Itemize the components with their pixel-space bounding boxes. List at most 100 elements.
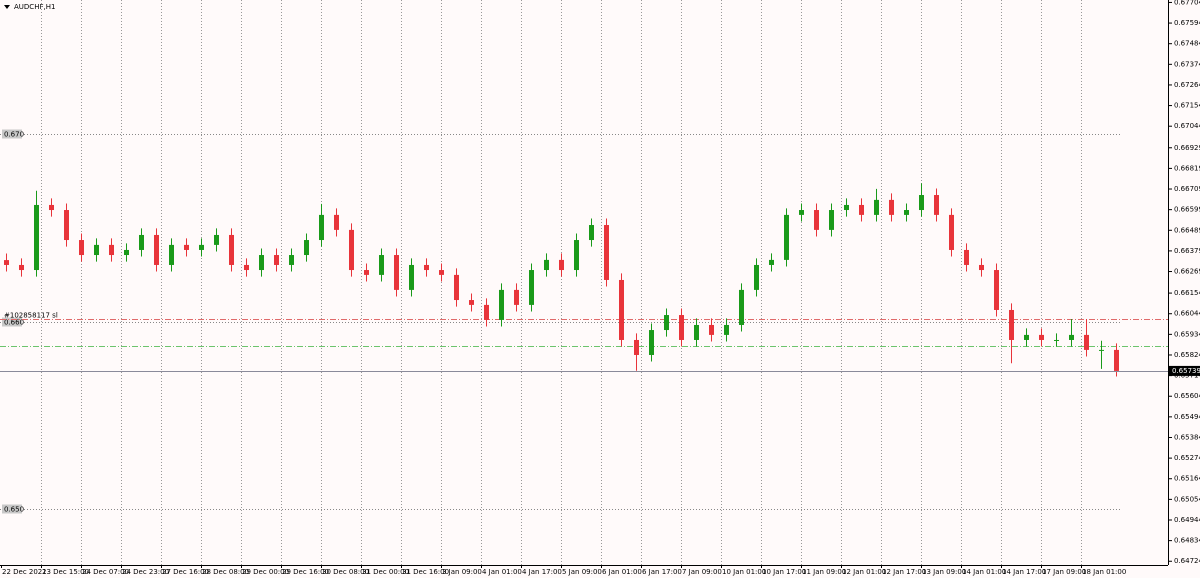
y-tick-label: 0.67044: [1174, 122, 1200, 130]
candle-body: [169, 244, 174, 265]
candle-body: [4, 260, 9, 265]
x-tick-label: 10 Jan 17:00: [762, 568, 806, 576]
y-tick-label: 0.65274: [1174, 454, 1200, 462]
y-tick-label: 0.66819: [1174, 164, 1200, 172]
candle-body: [379, 255, 384, 275]
candle-body: [1009, 309, 1014, 340]
x-tick-label: 7 Jan 09:00: [682, 568, 722, 576]
candle-body: [19, 264, 24, 271]
candle-body: [319, 214, 324, 241]
x-tick-label: 12 Jan 17:00: [882, 568, 926, 576]
x-tick-label: 13 Jan 09:00: [922, 568, 966, 576]
x-tick-label: 12 Jan 01:00: [842, 568, 886, 576]
candle-body: [859, 204, 864, 215]
y-tick-label: 0.67484: [1174, 40, 1200, 48]
candle-body: [484, 304, 489, 320]
candle-body: [1099, 349, 1104, 351]
candle-body: [619, 279, 624, 340]
candle-body: [739, 289, 744, 325]
candle-body: [79, 240, 84, 256]
candle-body: [589, 225, 594, 241]
y-tick-label: 0.64944: [1174, 516, 1200, 524]
candle-body: [844, 204, 849, 211]
y-tick-label: 0.66599: [1174, 206, 1200, 214]
order-line-label: #102858117 sl: [4, 312, 58, 320]
x-tick-label: 23 Dec 15:00: [42, 568, 89, 576]
candle-body: [94, 244, 99, 256]
candle-body: [424, 264, 429, 271]
candle-body: [334, 214, 339, 230]
x-tick-label: 29 Dec 16:00: [282, 568, 329, 576]
last-price-label: 0.65739: [1172, 367, 1200, 375]
candle-body: [244, 264, 249, 271]
y-tick-label: 0.67374: [1174, 60, 1200, 68]
candle-body: [499, 289, 504, 320]
y-tick-label: 0.65054: [1174, 495, 1200, 503]
candle-body: [49, 204, 54, 211]
y-tick-label: 0.65164: [1174, 475, 1200, 483]
y-tick-label: 0.67154: [1174, 102, 1200, 110]
y-tick-label: 0.67264: [1174, 81, 1200, 89]
candle-body: [469, 300, 474, 305]
x-tick-label: 4 Jan 17:00: [522, 568, 562, 576]
candle-body: [214, 234, 219, 245]
candle-body: [694, 324, 699, 340]
candle-body: [724, 324, 729, 335]
candle-body: [1114, 349, 1119, 371]
candle-body: [709, 324, 714, 335]
y-tick-label: 0.66379: [1174, 247, 1200, 255]
y-tick-label: 0.66929: [1174, 144, 1200, 152]
x-tick-label: 31 Dec 16:00: [402, 568, 449, 576]
y-tick-label: 0.66489: [1174, 226, 1200, 234]
y-tick-label: 0.66044: [1174, 310, 1200, 318]
candle-body: [274, 255, 279, 265]
y-tick-label: 0.65824: [1174, 351, 1200, 359]
level-label-box: [2, 504, 22, 514]
candle-body: [829, 210, 834, 230]
x-tick-label: 24 Dec 07:00: [82, 568, 129, 576]
x-tick-label: 14 Jan 17:00: [1002, 568, 1046, 576]
x-tick-label: 6 Jan 01:00: [602, 568, 642, 576]
y-tick-label: 0.67704: [1174, 0, 1200, 6]
candle-body: [949, 214, 954, 250]
candle-body: [529, 270, 534, 305]
menu-arrow[interactable]: [4, 5, 10, 9]
level-label: 0.660: [4, 319, 24, 327]
candle-body: [409, 264, 414, 290]
candle-body: [679, 315, 684, 340]
candle-body: [964, 249, 969, 265]
candle-body: [139, 234, 144, 250]
candle-body: [439, 270, 444, 275]
candle-body: [919, 195, 924, 211]
candle-body: [154, 234, 159, 265]
candle-body: [259, 255, 264, 271]
candle-body: [64, 210, 69, 241]
candle-body: [799, 210, 804, 215]
x-tick-label: 10 Jan 01:00: [722, 568, 766, 576]
candle-body: [1024, 334, 1029, 340]
x-tick-label: 31 Dec 00:00: [362, 568, 409, 576]
candle-body: [634, 339, 639, 355]
x-tick-label: 14 Jan 01:00: [962, 568, 1006, 576]
level-label: 0.650: [4, 506, 24, 514]
x-tick-label: 18 Jan 01:00: [1082, 568, 1126, 576]
x-tick-label: 30 Dec 08:00: [322, 568, 369, 576]
x-tick-label: 27 Dec 16:00: [162, 568, 209, 576]
x-tick-label: 11 Jan 09:00: [802, 568, 846, 576]
candle-body: [394, 255, 399, 290]
candle-body: [559, 259, 564, 271]
candle-body: [754, 264, 759, 290]
candle-body: [304, 240, 309, 256]
candle-body: [544, 259, 549, 271]
candle-body: [649, 330, 654, 355]
y-tick-label: 0.66269: [1174, 268, 1200, 276]
symbol-title: AUDCHF,H1: [14, 3, 55, 11]
candle-body: [904, 210, 909, 215]
x-tick-label: 28 Dec 08:00: [202, 568, 249, 576]
x-tick-label: 3 Jan 09:00: [442, 568, 482, 576]
y-tick-label: 0.64834: [1174, 537, 1200, 545]
x-tick-label: 24 Dec 23:00: [122, 568, 169, 576]
